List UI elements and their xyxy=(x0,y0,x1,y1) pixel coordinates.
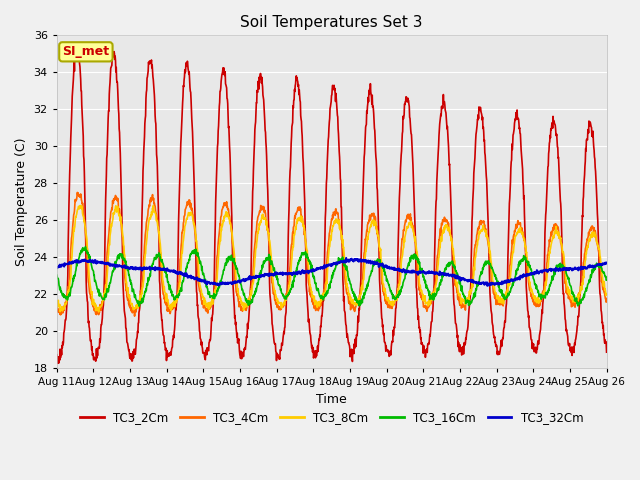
TC3_8Cm xyxy=(96,304,104,310)
TC3_4Cm xyxy=(74,190,81,195)
TC3_8Cm xyxy=(287,269,294,275)
TC3_4Cm xyxy=(96,306,104,312)
TC3_8Cm xyxy=(298,217,306,223)
TC3_2Cm xyxy=(118,247,126,252)
TC3_4Cm xyxy=(53,302,61,308)
Text: SI_met: SI_met xyxy=(62,45,109,58)
TC3_2Cm xyxy=(96,339,104,345)
TC3_8Cm xyxy=(53,299,61,305)
TC3_16Cm xyxy=(298,252,306,258)
TC3_8Cm xyxy=(95,309,102,315)
Line: TC3_16Cm: TC3_16Cm xyxy=(57,247,607,306)
TC3_2Cm xyxy=(308,343,316,348)
Y-axis label: Soil Temperature (C): Soil Temperature (C) xyxy=(15,137,28,266)
TC3_32Cm xyxy=(298,270,305,276)
TC3_8Cm xyxy=(603,291,611,297)
TC3_4Cm xyxy=(603,296,611,301)
TC3_16Cm xyxy=(136,303,143,309)
TC3_8Cm xyxy=(367,223,374,229)
TC3_4Cm xyxy=(118,232,126,238)
TC3_8Cm xyxy=(118,229,126,235)
X-axis label: Time: Time xyxy=(316,393,347,406)
TC3_4Cm xyxy=(308,299,316,305)
TC3_2Cm xyxy=(72,40,80,46)
TC3_2Cm xyxy=(287,150,294,156)
TC3_16Cm xyxy=(53,272,61,278)
TC3_4Cm xyxy=(131,313,138,319)
TC3_32Cm xyxy=(53,264,61,270)
TC3_2Cm xyxy=(603,349,611,355)
TC3_32Cm xyxy=(95,260,103,265)
TC3_2Cm xyxy=(298,133,306,139)
Line: TC3_4Cm: TC3_4Cm xyxy=(57,192,607,316)
TC3_16Cm xyxy=(118,252,126,257)
TC3_16Cm xyxy=(81,244,89,250)
TC3_2Cm xyxy=(367,81,374,86)
TC3_32Cm xyxy=(603,260,611,266)
TC3_16Cm xyxy=(308,266,316,272)
TC3_32Cm xyxy=(484,283,492,288)
TC3_32Cm xyxy=(366,259,374,264)
TC3_8Cm xyxy=(77,203,85,208)
TC3_32Cm xyxy=(342,255,350,261)
TC3_2Cm xyxy=(53,352,61,358)
TC3_16Cm xyxy=(603,277,611,283)
TC3_8Cm xyxy=(308,293,316,299)
TC3_32Cm xyxy=(307,269,315,275)
TC3_32Cm xyxy=(118,263,125,269)
TC3_16Cm xyxy=(287,287,294,292)
Line: TC3_2Cm: TC3_2Cm xyxy=(57,43,607,363)
Line: TC3_8Cm: TC3_8Cm xyxy=(57,205,607,312)
TC3_4Cm xyxy=(367,217,374,223)
TC3_4Cm xyxy=(298,215,306,220)
TC3_32Cm xyxy=(286,270,294,276)
Title: Soil Temperatures Set 3: Soil Temperatures Set 3 xyxy=(241,15,423,30)
Legend: TC3_2Cm, TC3_4Cm, TC3_8Cm, TC3_16Cm, TC3_32Cm: TC3_2Cm, TC3_4Cm, TC3_8Cm, TC3_16Cm, TC3… xyxy=(76,407,588,429)
TC3_16Cm xyxy=(367,273,374,279)
TC3_4Cm xyxy=(287,248,294,254)
TC3_2Cm xyxy=(54,360,62,366)
TC3_16Cm xyxy=(96,290,104,296)
Line: TC3_32Cm: TC3_32Cm xyxy=(57,258,607,286)
